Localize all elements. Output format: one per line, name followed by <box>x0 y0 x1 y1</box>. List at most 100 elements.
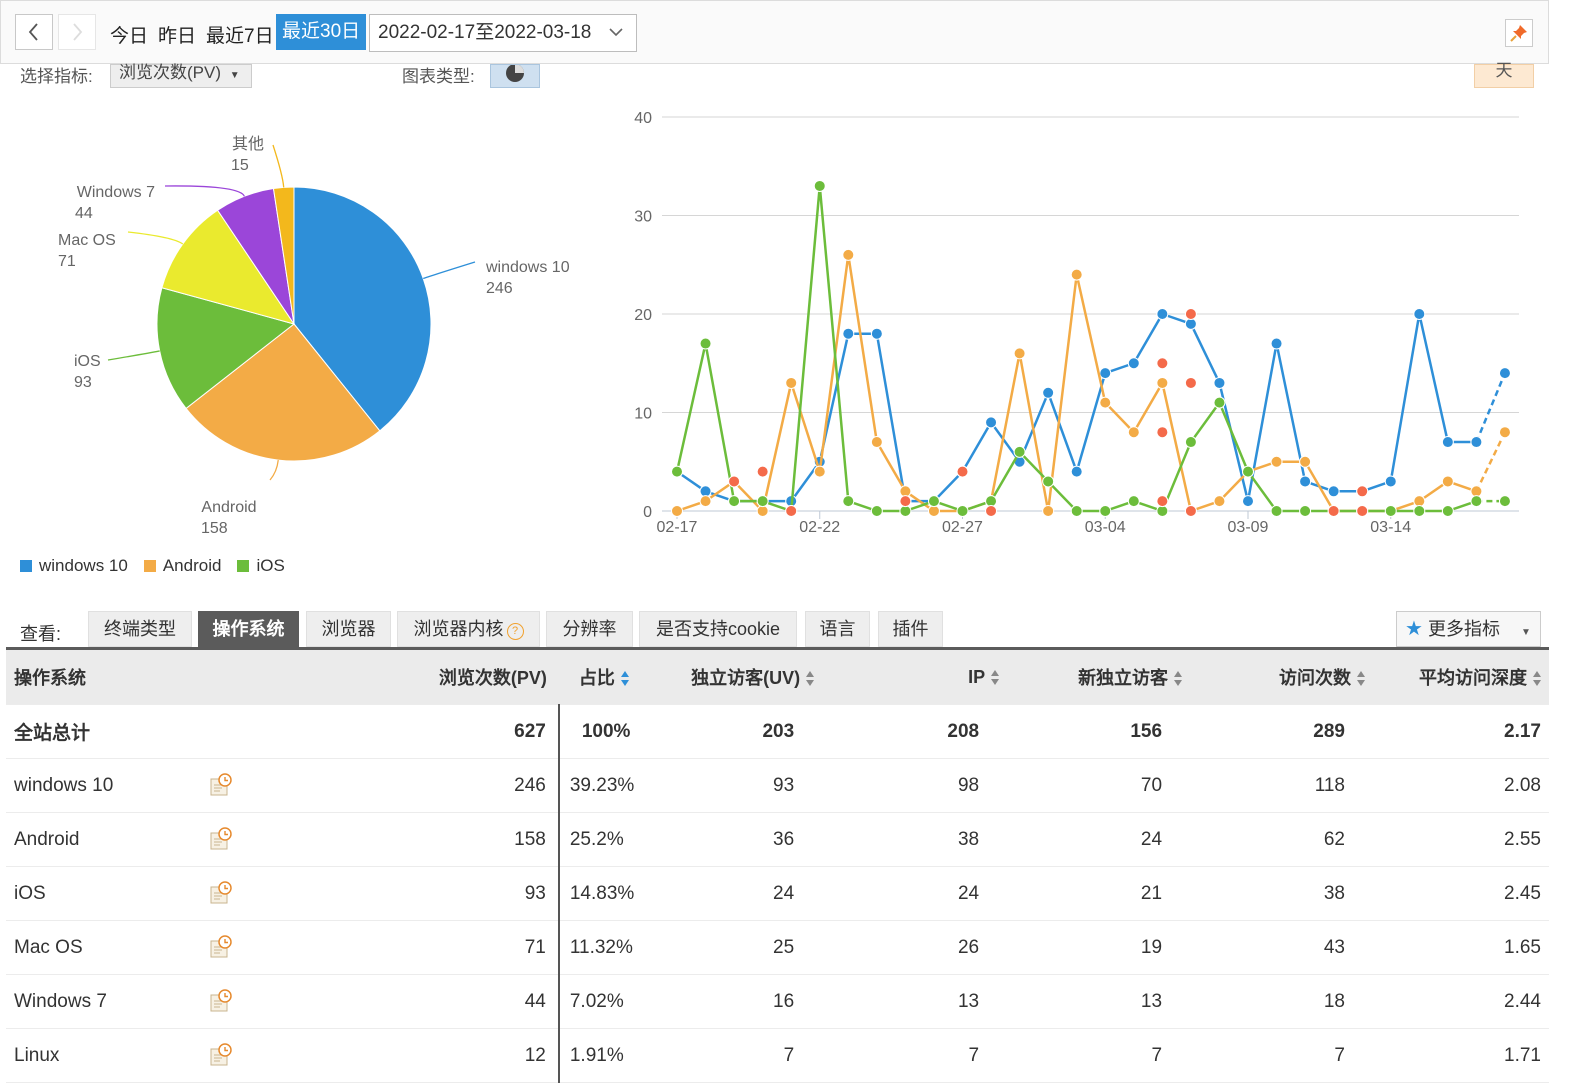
highlight-point <box>1156 426 1169 439</box>
legend-item-ios[interactable]: iOS <box>237 556 285 576</box>
cell-ip: 98 <box>814 758 1000 813</box>
tab-cookie-support[interactable]: 是否支持cookie <box>639 611 797 647</box>
cell-new-uv: 24 <box>999 812 1183 867</box>
metric-select[interactable]: 浏览次数(PV) ▼ <box>110 64 252 88</box>
trend-history-icon[interactable] <box>210 1043 232 1073</box>
col-header-new-uv[interactable]: 新独立访客 <box>999 648 1183 705</box>
highlight-point <box>1184 308 1197 320</box>
tab-browser[interactable]: 浏览器 <box>306 611 391 647</box>
trend-history-icon[interactable] <box>210 827 232 857</box>
data-point <box>1270 455 1283 468</box>
pie-slice <box>293 186 432 432</box>
chart-type-label: 图表类型: <box>402 67 475 86</box>
data-point <box>927 495 940 508</box>
chart-type-pie-button[interactable] <box>490 64 540 88</box>
cell-pv: 93 <box>438 866 559 921</box>
tab-plugins[interactable]: 插件 <box>878 611 943 647</box>
col-header-share[interactable]: 占比 <box>558 648 638 705</box>
cell-pv: 246 <box>438 758 559 813</box>
granularity-day-button[interactable]: 天 <box>1474 62 1534 88</box>
cell-share: 11.32% <box>557 920 638 975</box>
x-tick-label: 02-22 <box>799 519 840 536</box>
range-today[interactable]: 今日 <box>110 26 149 47</box>
cell-pv: 44 <box>438 974 559 1029</box>
data-point <box>1384 475 1397 488</box>
cell-os: Linux <box>6 1028 439 1083</box>
range-yesterday[interactable]: 昨日 <box>158 26 197 47</box>
pie-slice <box>272 186 295 325</box>
chevron-down-icon <box>608 15 624 64</box>
tab-os[interactable]: 操作系统 <box>198 611 299 647</box>
y-tick-label: 30 <box>634 209 652 226</box>
cell-depth: 1.65 <box>1365 920 1549 975</box>
cell-os: 全站总计 <box>6 704 439 759</box>
col-header-uv[interactable]: 独立访客(UV) <box>637 648 815 705</box>
highlight-point <box>1184 376 1197 389</box>
col-header-ip[interactable]: IP <box>814 648 1000 705</box>
table-row: Linux 12 1.91% 7 7 7 7 1.71 <box>6 1028 1549 1083</box>
data-point <box>842 327 855 340</box>
data-point <box>1270 337 1283 350</box>
data-point <box>1242 495 1254 508</box>
more-metrics-button[interactable]: ★ 更多指标 ▼ <box>1396 611 1541 647</box>
cell-ip: 26 <box>814 920 1000 975</box>
tab-language[interactable]: 语言 <box>805 611 870 647</box>
trend-history-icon[interactable] <box>210 881 232 911</box>
pie-slice <box>156 287 296 410</box>
data-point <box>1213 396 1226 409</box>
data-point <box>1127 357 1140 370</box>
date-range-picker[interactable]: 2022-02-17至2022-03-18 <box>369 14 637 52</box>
cell-ip: 24 <box>814 866 1000 921</box>
cell-ip: 38 <box>814 812 1000 867</box>
cell-depth: 2.45 <box>1365 866 1549 921</box>
tab-device-type[interactable]: 终端类型 <box>88 611 192 647</box>
metric-label: 选择指标: <box>20 67 93 86</box>
data-point <box>1413 308 1426 320</box>
highlight-point <box>756 465 769 478</box>
table-row: windows 10 246 39.23% 93 98 70 118 2.08 <box>6 758 1549 813</box>
caret-down-icon: ▼ <box>1520 627 1531 638</box>
data-point <box>699 495 712 508</box>
range-last-30-days[interactable]: 最近30日 <box>276 14 367 50</box>
col-header-pv[interactable]: 浏览次数(PV) <box>438 648 559 705</box>
col-header-depth[interactable]: 平均访问深度 <box>1365 648 1549 705</box>
data-point <box>1156 308 1169 320</box>
sort-icon <box>1533 671 1541 687</box>
legend-item-windows10[interactable]: windows 10 <box>20 556 128 576</box>
tab-browser-engine[interactable]: 浏览器内核? <box>397 611 540 647</box>
table-row: Android 158 25.2% 36 38 24 62 2.55 <box>6 812 1549 867</box>
next-period-button[interactable] <box>58 14 96 50</box>
data-point <box>1470 495 1483 508</box>
range-last-7-days[interactable]: 最近7日 <box>206 26 274 47</box>
pie-chart-icon <box>506 64 524 82</box>
data-point <box>1127 426 1140 439</box>
col-header-visits[interactable]: 访问次数 <box>1182 648 1365 705</box>
pie-label-name: Android <box>201 499 256 516</box>
cell-pv: 627 <box>438 704 559 759</box>
cell-depth: 2.55 <box>1365 812 1549 867</box>
highlight-point <box>1356 505 1369 517</box>
x-tick-label: 03-04 <box>1085 519 1126 536</box>
data-point <box>1441 505 1454 517</box>
tab-resolution[interactable]: 分辨率 <box>546 611 633 647</box>
trend-history-icon[interactable] <box>210 773 232 803</box>
help-icon[interactable]: ? <box>506 623 524 640</box>
data-point <box>1099 505 1112 517</box>
pie-label-value: 158 <box>201 520 228 537</box>
trend-history-icon[interactable] <box>210 989 232 1019</box>
data-point <box>1156 376 1169 389</box>
os-data-table: 操作系统 浏览次数(PV) 占比 独立访客(UV) IP 新独立访客 访问次数 … <box>6 647 1549 1083</box>
trend-history-icon[interactable] <box>210 935 232 965</box>
cell-ip: 7 <box>814 1028 1000 1083</box>
data-point <box>1441 436 1454 449</box>
highlight-point <box>728 475 741 488</box>
view-label: 查看: <box>20 624 62 644</box>
pie-label-value: 246 <box>486 280 513 297</box>
legend-item-android[interactable]: Android <box>143 556 221 576</box>
sort-icon <box>1174 671 1183 687</box>
prev-period-button[interactable] <box>15 14 53 50</box>
pin-button[interactable] <box>1505 19 1533 47</box>
highlight-point <box>1356 485 1369 498</box>
y-tick-label: 20 <box>634 307 652 324</box>
data-point <box>1127 495 1140 508</box>
